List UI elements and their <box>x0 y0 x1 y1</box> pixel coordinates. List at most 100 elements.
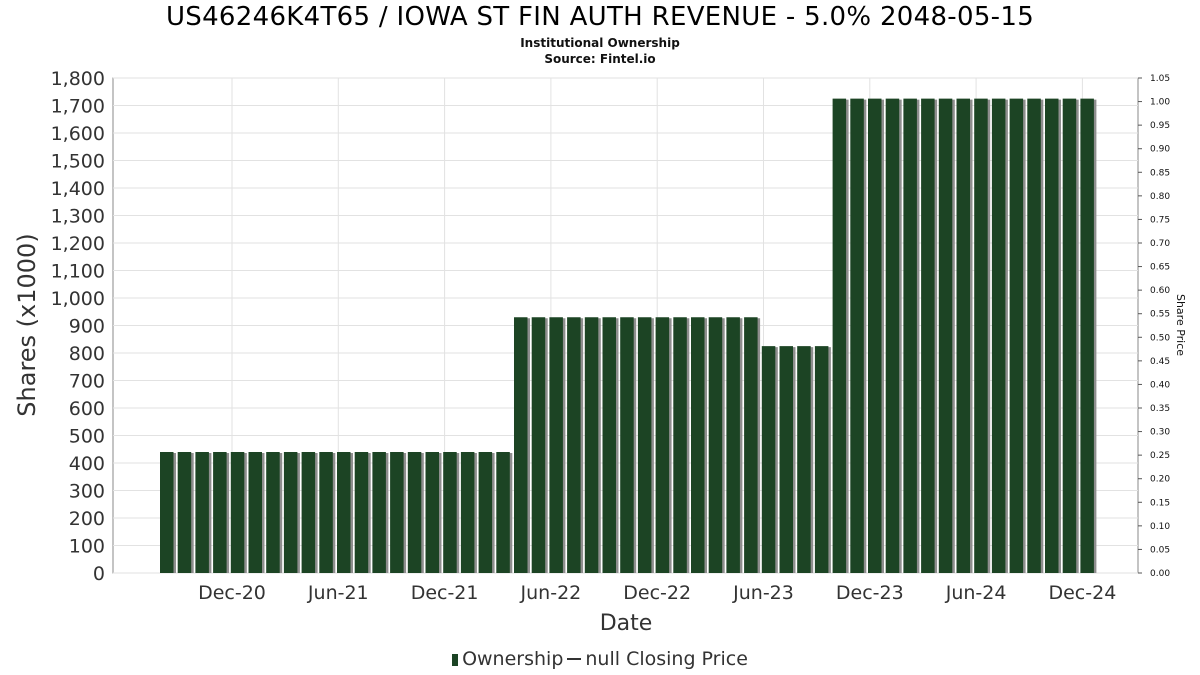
ownership-bar <box>885 98 900 573</box>
legend-ownership-swatch <box>452 654 459 666</box>
ownership-bar <box>903 98 917 573</box>
y-tick-label: 300 <box>69 481 105 503</box>
y-tick-label: 1,200 <box>51 233 105 255</box>
y2-tick-label: 1.05 <box>1150 74 1170 84</box>
ownership-bar <box>797 346 811 573</box>
x-tick-label: Dec-24 <box>1048 582 1116 604</box>
ownership-bar <box>283 452 298 573</box>
y-tick-label: 1,300 <box>51 206 105 228</box>
ownership-chart: 0 100 200 300 400 500 600 700 800 900 1,000 1,100 1,… <box>13 68 1187 636</box>
ownership-bar <box>425 452 439 573</box>
y2-tick-label: 0.80 <box>1150 192 1170 202</box>
legend-ownership-label: Ownership <box>462 648 564 670</box>
ownership-bar <box>850 98 864 573</box>
y2-tick-label: 0.60 <box>1150 286 1170 296</box>
y-tick-label: 1,400 <box>51 178 105 200</box>
y2-tick-label: 0.95 <box>1150 121 1170 131</box>
ownership-bar <box>1080 98 1094 573</box>
x-tick-label: Dec-22 <box>623 582 691 604</box>
chart-legend: Ownership null Closing Price <box>0 648 1200 670</box>
legend-price-line <box>567 658 582 660</box>
y-tick-label: 0 <box>93 563 105 585</box>
ownership-bar <box>1027 98 1041 573</box>
y2-tick-label: 0.75 <box>1150 215 1170 225</box>
y-tick-label: 1,600 <box>51 123 105 145</box>
y-tick-label: 700 <box>69 371 105 393</box>
y-tick-label: 1,100 <box>51 261 105 283</box>
y2-tick-label: 0.50 <box>1150 333 1170 343</box>
ownership-bar <box>266 452 280 573</box>
x-tick-label: Jun-23 <box>732 582 794 604</box>
y-tick-label: 900 <box>69 316 105 338</box>
ownership-bar <box>761 346 776 573</box>
ownership-bar <box>620 317 634 573</box>
y-tick-label: 100 <box>69 536 105 558</box>
y2-tick-label: 0.10 <box>1150 522 1170 532</box>
ownership-bar <box>584 317 599 573</box>
ownership-bar <box>1062 98 1077 573</box>
legend-price-label: null Closing Price <box>585 648 748 670</box>
y-axis-title: Shares (x1000) <box>13 233 41 416</box>
ownership-bar <box>337 452 351 573</box>
y2-tick-label: 0.55 <box>1150 310 1170 320</box>
y-tick-label: 1,700 <box>51 96 105 118</box>
y2-tick-label: 0.90 <box>1150 145 1170 155</box>
ownership-bar <box>195 452 209 573</box>
ownership-bar <box>832 98 847 573</box>
ownership-bar <box>602 317 616 573</box>
ownership-bar <box>567 317 581 573</box>
ownership-bar <box>514 317 528 573</box>
ownership-bar <box>921 98 935 573</box>
y2-tick-label: 0.25 <box>1150 451 1170 461</box>
ownership-bar <box>691 317 705 573</box>
y2-tick-label: 0.40 <box>1150 380 1170 390</box>
x-tick-label: Dec-21 <box>411 582 479 604</box>
ownership-bar <box>407 452 422 573</box>
ownership-bar <box>1009 98 1024 573</box>
ownership-bar <box>390 452 404 573</box>
chart-source: Source: Fintel.io <box>544 52 656 66</box>
ownership-bar <box>637 317 652 573</box>
y-tick-label: 400 <box>69 453 105 475</box>
y2-tick-label: 0.20 <box>1150 475 1170 485</box>
ownership-bar <box>1045 98 1059 573</box>
ownership-bar <box>991 98 1006 573</box>
y2-tick-label: 0.45 <box>1150 357 1170 367</box>
y2-tick-label: 0.65 <box>1150 263 1170 273</box>
y-tick-label: 200 <box>69 508 105 530</box>
ownership-bar <box>213 452 227 573</box>
chart-subtitle: Institutional Ownership <box>520 36 680 50</box>
y2-tick-label: 0.85 <box>1150 168 1170 178</box>
ownership-bar <box>744 317 758 573</box>
ownership-bar <box>230 452 245 573</box>
y-tick-label: 800 <box>69 343 105 365</box>
x-tick-label: Jun-21 <box>307 582 369 604</box>
ownership-bar <box>708 317 723 573</box>
x-tick-label: Jun-22 <box>520 582 582 604</box>
ownership-bar <box>549 317 563 573</box>
ownership-bar <box>177 452 192 573</box>
y2-axis-title: Share Price <box>1174 294 1187 356</box>
ownership-bar <box>814 346 829 573</box>
ownership-bar <box>726 317 740 573</box>
ownership-bar <box>531 317 546 573</box>
y-tick-label: 1,000 <box>51 288 105 310</box>
ownership-bar <box>496 452 510 573</box>
chart-title: US46246K4T65 / IOWA ST FIN AUTH REVENUE … <box>165 2 1035 32</box>
ownership-bar <box>779 346 793 573</box>
y-tick-label: 1,500 <box>51 151 105 173</box>
ownership-bar <box>478 452 493 573</box>
ownership-bar <box>160 452 174 573</box>
ownership-bar <box>301 452 316 573</box>
x-tick-label: Jun-24 <box>945 582 1007 604</box>
y2-tick-label: 0.70 <box>1150 239 1170 249</box>
y2-tick-label: 0.35 <box>1150 404 1170 414</box>
ownership-bar <box>655 317 670 573</box>
ownership-bar <box>974 98 988 573</box>
ownership-bar <box>673 317 687 573</box>
x-tick-label: Dec-23 <box>836 582 904 604</box>
y2-tick-label: 0.30 <box>1150 428 1170 438</box>
ownership-bar <box>460 452 475 573</box>
ownership-bar <box>938 98 953 573</box>
ownership-bar <box>372 452 386 573</box>
